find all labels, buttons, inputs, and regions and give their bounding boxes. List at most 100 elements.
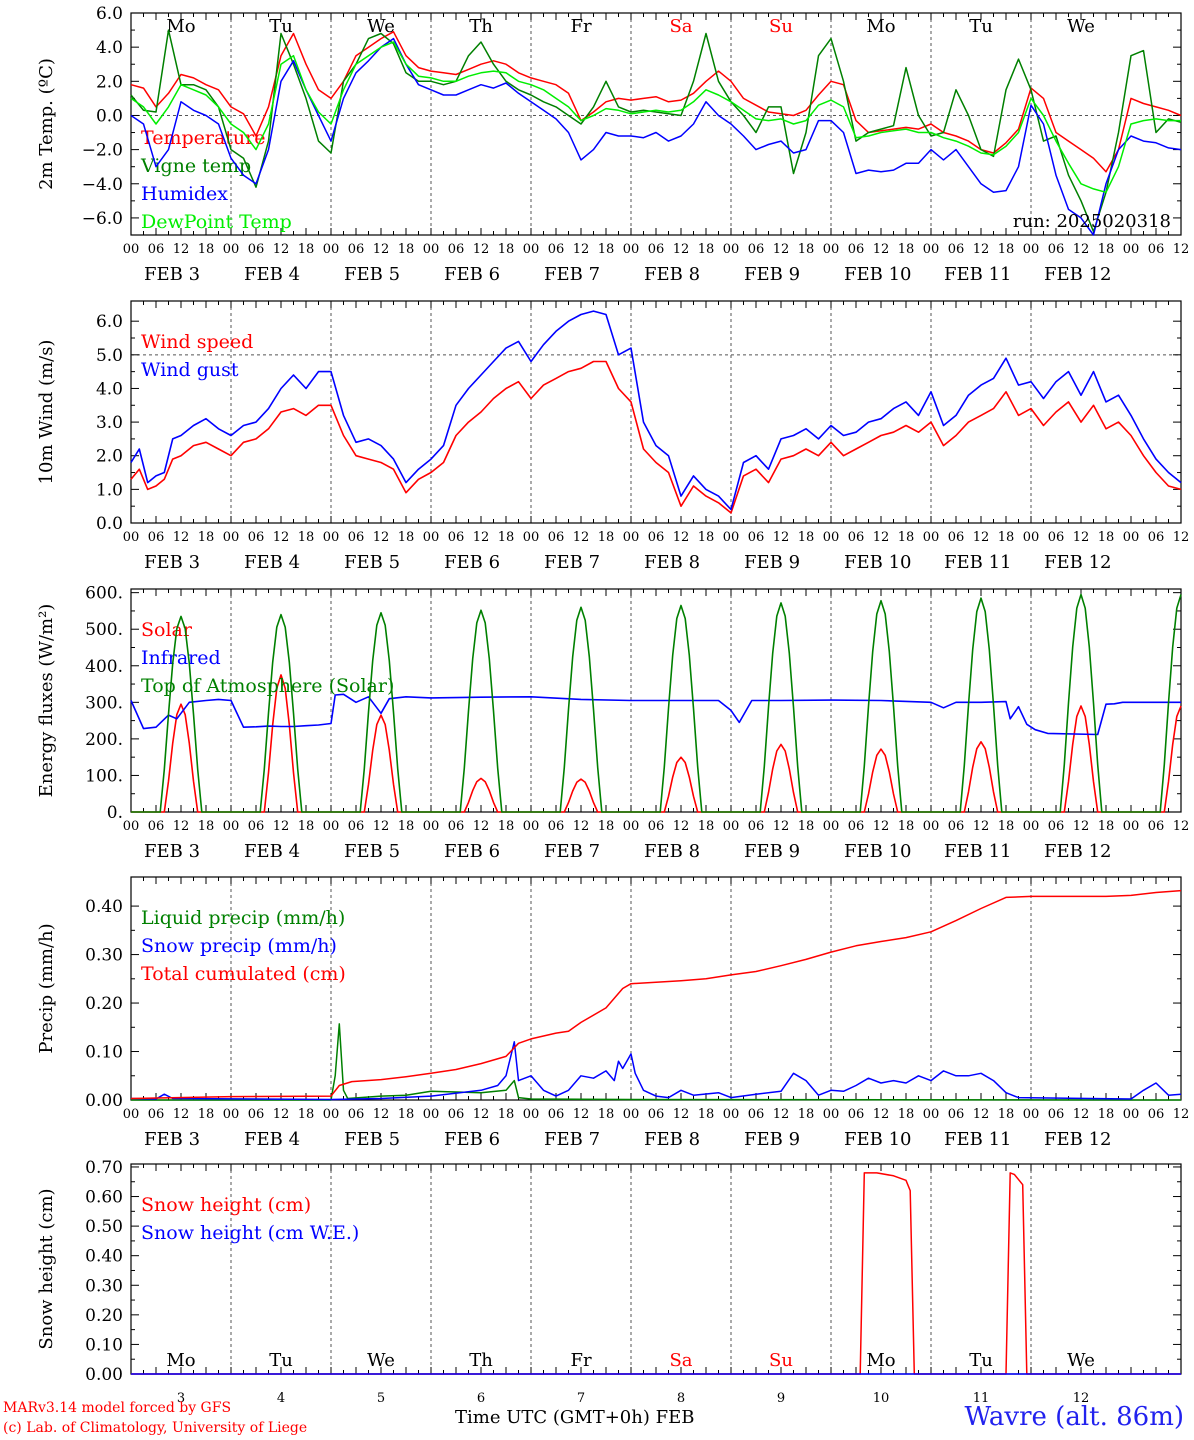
hour-tick-label: 18 bbox=[698, 530, 715, 545]
date-label: FEB 5 bbox=[344, 841, 400, 862]
hour-tick-label: 00 bbox=[423, 530, 440, 545]
day-abbr-label: We bbox=[367, 1350, 395, 1371]
hour-tick-label: 18 bbox=[298, 819, 315, 834]
hour-tick-label: 00 bbox=[223, 242, 240, 257]
hour-tick-label: 18 bbox=[898, 819, 915, 834]
hour-tick-label: 18 bbox=[198, 1107, 215, 1122]
date-label: FEB 10 bbox=[844, 264, 911, 285]
legend-entry: Infrared bbox=[141, 647, 221, 669]
date-label: FEB 10 bbox=[844, 552, 911, 573]
hour-tick-label: 12 bbox=[373, 1107, 390, 1122]
day-abbr-label: Th bbox=[469, 16, 493, 37]
day-abbr-label: Mo bbox=[866, 1350, 895, 1371]
hour-tick-label: 06 bbox=[548, 1107, 565, 1122]
hour-tick-label: 00 bbox=[623, 1107, 640, 1122]
hour-tick-label: 18 bbox=[398, 819, 415, 834]
hour-tick-label: 00 bbox=[823, 242, 840, 257]
hour-tick-label: 12 bbox=[173, 1107, 190, 1122]
y-tick-label: 0.00 bbox=[85, 1365, 123, 1385]
hour-tick-label: 00 bbox=[723, 530, 740, 545]
hour-tick-label: 12 bbox=[1073, 819, 1090, 834]
day-abbr-label: Tu bbox=[969, 16, 993, 37]
hour-tick-label: 06 bbox=[1148, 819, 1165, 834]
date-label: FEB 11 bbox=[944, 552, 1011, 573]
date-label: FEB 8 bbox=[644, 264, 700, 285]
hour-tick-label: 12 bbox=[473, 242, 490, 257]
hour-tick-label: 18 bbox=[498, 819, 515, 834]
hour-tick-label: 12 bbox=[773, 242, 790, 257]
hour-tick-label: 00 bbox=[323, 242, 340, 257]
hour-tick-label: 00 bbox=[523, 1107, 540, 1122]
hour-tick-label: 00 bbox=[523, 530, 540, 545]
y-axis-label: Precip (mm/h) bbox=[36, 923, 57, 1053]
hour-tick-label: 12 bbox=[973, 242, 990, 257]
hour-tick-label: 18 bbox=[598, 242, 615, 257]
model-credit-text: MARv3.14 model forced by GFS bbox=[3, 1400, 232, 1416]
hour-tick-label: 12 bbox=[1073, 1107, 1090, 1122]
date-label: FEB 7 bbox=[544, 1129, 600, 1150]
date-label: FEB 3 bbox=[144, 264, 200, 285]
hour-tick-label: 00 bbox=[923, 242, 940, 257]
date-label: FEB 9 bbox=[744, 552, 800, 573]
legend-entry: Temperature bbox=[141, 127, 265, 149]
hour-tick-label: 18 bbox=[698, 819, 715, 834]
hour-tick-label: 18 bbox=[498, 242, 515, 257]
day-abbr-label: Su bbox=[769, 1350, 793, 1371]
series-line-wind-speed bbox=[130, 360, 1182, 514]
hour-tick-label: 00 bbox=[1123, 530, 1140, 545]
day-abbr-label: Mo bbox=[166, 16, 195, 37]
hour-tick-label: 12 bbox=[473, 819, 490, 834]
hour-tick-label: 06 bbox=[1048, 242, 1065, 257]
hour-tick-label: 00 bbox=[723, 1107, 740, 1122]
hour-tick-label: 06 bbox=[1048, 1107, 1065, 1122]
y-tick-label: 0.0 bbox=[96, 514, 123, 534]
hour-tick-label: 12 bbox=[973, 819, 990, 834]
y-tick-label: 5.0 bbox=[96, 346, 123, 366]
hour-tick-label: 18 bbox=[1098, 530, 1115, 545]
legend-entry: Snow precip (mm/h) bbox=[141, 935, 337, 957]
hour-tick-label: 12 bbox=[1173, 530, 1190, 545]
y-tick-label: 100. bbox=[85, 766, 123, 786]
hour-tick-label: 00 bbox=[823, 819, 840, 834]
date-label: FEB 7 bbox=[544, 552, 600, 573]
hour-tick-label: 06 bbox=[948, 1107, 965, 1122]
hour-tick-label: 12 bbox=[1173, 1107, 1190, 1122]
hour-tick-label: 00 bbox=[123, 1107, 140, 1122]
date-label: FEB 5 bbox=[344, 1129, 400, 1150]
date-label: FEB 3 bbox=[144, 1129, 200, 1150]
hour-tick-label: 06 bbox=[748, 819, 765, 834]
series-line-temperature bbox=[130, 31, 1182, 173]
station-name: Wavre (alt. 86m) bbox=[964, 1402, 1184, 1432]
hour-tick-label: 12 bbox=[273, 1107, 290, 1122]
y-tick-label: 1.0 bbox=[96, 480, 123, 500]
y-tick-label: 0.20 bbox=[85, 994, 123, 1014]
hour-tick-label: 06 bbox=[348, 530, 365, 545]
hour-tick-label: 06 bbox=[1148, 242, 1165, 257]
day-abbr-label: Mo bbox=[866, 16, 895, 37]
y-tick-label: 0.70 bbox=[85, 1158, 123, 1178]
legend-entry: Vigne temp bbox=[140, 155, 251, 177]
hour-tick-label: 12 bbox=[273, 819, 290, 834]
hour-tick-label: 18 bbox=[198, 530, 215, 545]
hour-tick-label: 12 bbox=[573, 530, 590, 545]
hour-tick-label: 00 bbox=[723, 819, 740, 834]
hour-tick-label: 12 bbox=[773, 1107, 790, 1122]
y-tick-label: 0.40 bbox=[85, 897, 123, 917]
hour-tick-label: 12 bbox=[173, 819, 190, 834]
series-line-vigne-temp bbox=[130, 29, 1182, 233]
date-label: FEB 11 bbox=[944, 264, 1011, 285]
hour-tick-label: 00 bbox=[1023, 819, 1040, 834]
hour-tick-label: 00 bbox=[123, 530, 140, 545]
date-label: FEB 3 bbox=[144, 552, 200, 573]
y-tick-label: 6.0 bbox=[96, 312, 123, 332]
legend-entry: Liquid precip (mm/h) bbox=[141, 907, 345, 929]
hour-tick-label: 12 bbox=[373, 530, 390, 545]
day-abbr-label: We bbox=[1067, 1350, 1095, 1371]
hour-tick-label: 06 bbox=[848, 1107, 865, 1122]
y-axis-label: Snow height (cm) bbox=[36, 1188, 57, 1349]
hour-tick-label: 00 bbox=[423, 819, 440, 834]
date-label: FEB 4 bbox=[244, 552, 300, 573]
date-label: FEB 5 bbox=[344, 552, 400, 573]
hour-tick-label: 00 bbox=[323, 530, 340, 545]
